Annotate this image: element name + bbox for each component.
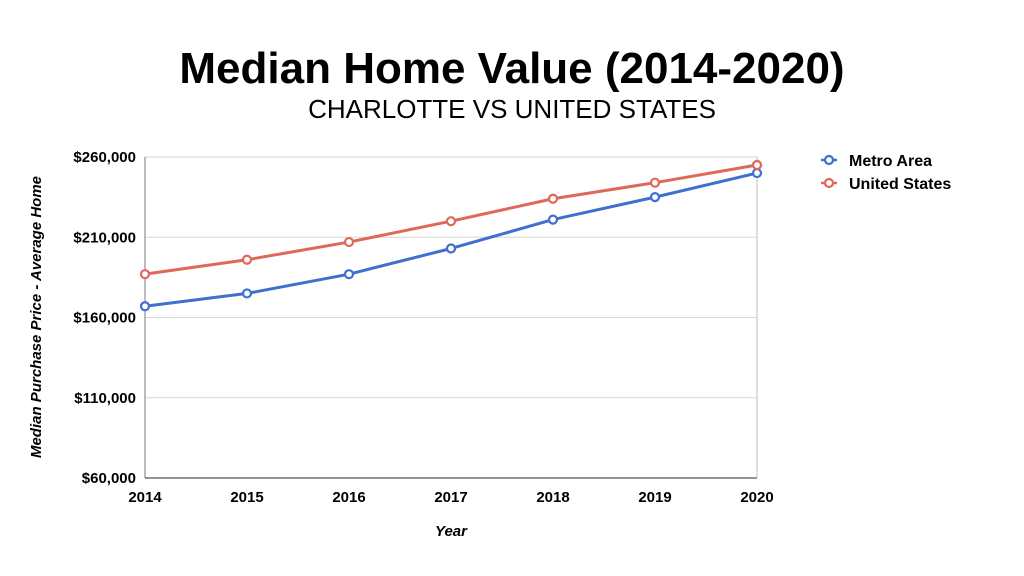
data-point-united-states [139,269,151,280]
data-point-metro-area [751,167,763,179]
legend-marker-metro-area [823,154,835,166]
y-tick-label: $160,000 [73,310,136,327]
data-point-united-states [751,159,763,171]
y-axis-label: Median Purchase Price - Average Home [28,176,45,458]
legend: Metro Area United States [821,153,951,193]
x-tick-label: 2020 [740,489,773,506]
x-tick-label: 2016 [332,489,365,506]
data-point-metro-area [649,192,661,203]
y-tick-label: $210,000 [73,229,136,246]
x-tick-label: 2018 [536,489,569,506]
x-tick-label: 2015 [230,489,263,506]
x-tick-label: 2014 [128,489,162,506]
chart-title: Median Home Value (2014-2020) [179,44,845,93]
axes [144,157,758,479]
legend-label-metro-area: Metro Area [849,153,932,170]
y-tick-label: $110,000 [74,390,136,407]
series-layer [139,159,763,312]
series-line-metro-area [143,171,759,308]
grid-lines [145,156,757,399]
chart-subtitle: CHARLOTTE VS UNITED STATES [308,94,716,124]
legend-marker-united-states [823,177,835,189]
x-axis-label: Year [435,523,468,540]
x-tick-label: 2019 [638,489,671,506]
data-point-united-states [649,177,661,188]
tick-labels: $60,000 $110,000 $160,000 $210,000 $260,000 2… [73,149,773,506]
data-point-metro-area [241,288,253,299]
data-point-united-states [445,216,457,227]
data-point-metro-area [445,243,457,254]
x-tick-label: 2017 [434,489,467,506]
data-point-metro-area [547,214,559,225]
y-tick-label: $260,000 [73,149,136,166]
data-point-metro-area [139,301,151,312]
data-point-united-states [343,236,355,248]
y-tick-label: $60,000 [82,470,136,487]
legend-label-united-states: United States [849,176,951,193]
data-point-metro-area [343,269,355,280]
data-point-united-states [547,193,559,204]
data-point-united-states [241,254,253,265]
